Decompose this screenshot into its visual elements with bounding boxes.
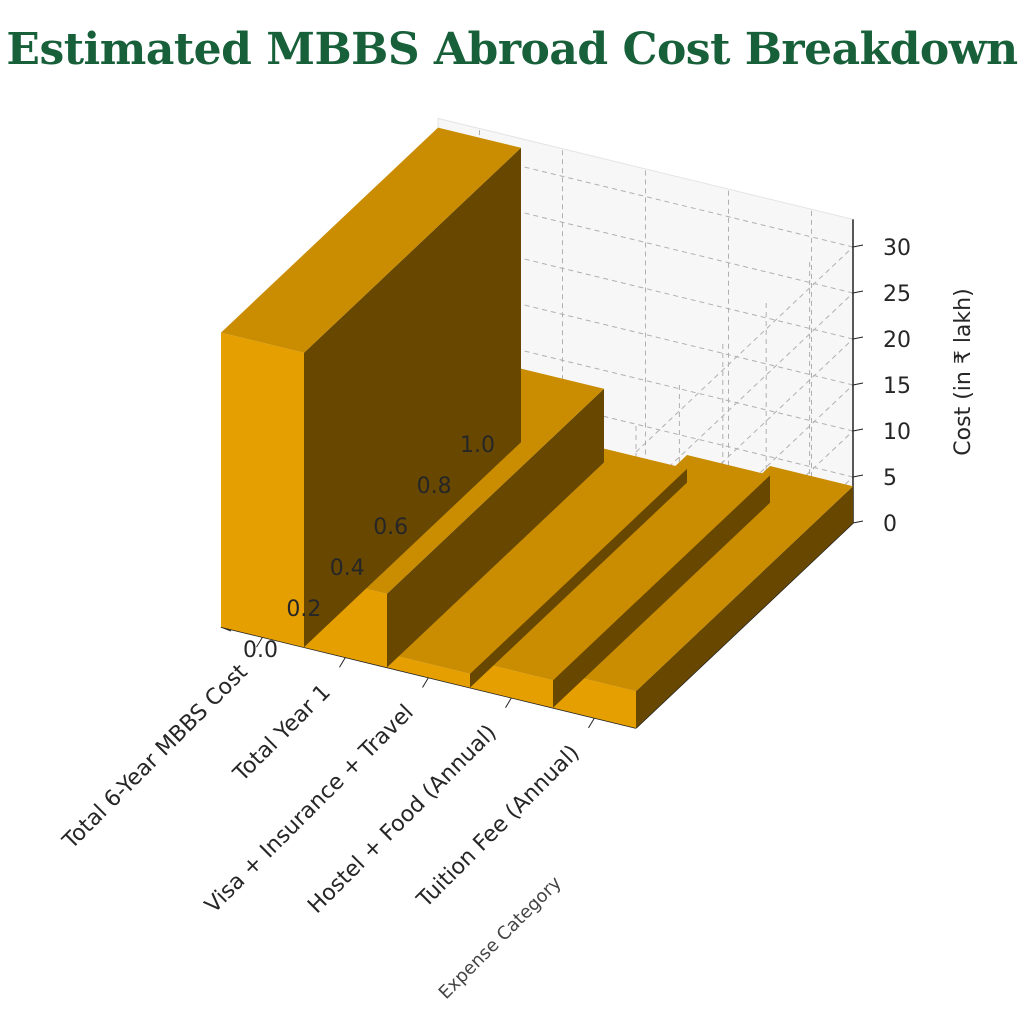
z-tick-label: 15	[883, 374, 911, 399]
z-tick	[852, 382, 864, 386]
bar-top-face	[470, 455, 770, 681]
bar-side-face	[553, 475, 770, 708]
bar-front-face	[221, 332, 304, 648]
grid-line	[635, 246, 854, 453]
y-tick-label: 0.2	[286, 597, 321, 622]
z-axis-title: Cost (in ₹ lakh)	[951, 288, 976, 455]
bar	[387, 448, 687, 688]
bar-top-face	[221, 127, 521, 353]
z-tick	[852, 290, 864, 294]
z-tick	[852, 244, 864, 248]
bar	[221, 127, 521, 648]
bar-top-face	[387, 448, 687, 674]
y-tick-label: 0.8	[417, 474, 452, 499]
x-axis-title: Expense Category	[435, 872, 566, 1003]
z-tick	[852, 474, 864, 478]
bar-side-face	[387, 388, 604, 668]
bar	[470, 455, 770, 708]
z-tick-label: 10	[883, 420, 911, 445]
bar-side-face	[470, 468, 687, 688]
x-tick	[422, 677, 429, 688]
y-tick	[220, 626, 232, 632]
y-tick-label: 0.4	[330, 556, 365, 581]
z-tick	[852, 428, 864, 432]
z-tick-label: 25	[883, 282, 911, 307]
bar-front-face	[387, 653, 470, 688]
category-label: Hostel + Food (Annual)	[303, 720, 501, 918]
bar-side-face	[304, 147, 521, 648]
y-tick-label: 1.0	[460, 433, 495, 458]
x-tick	[256, 636, 263, 648]
y-tick-label: 0.6	[373, 515, 408, 540]
bar-side-face	[636, 486, 853, 728]
category-label: Visa + Insurance + Travel	[200, 700, 418, 918]
y-tick-label: 0.0	[243, 638, 278, 663]
grid-line	[635, 292, 854, 499]
category-label: Total 6-Year MBBS Cost	[58, 659, 253, 854]
z-tick-label: 5	[883, 466, 897, 491]
x-tick	[588, 717, 595, 729]
z-tick-label: 0	[883, 512, 897, 537]
category-label: Total Year 1	[228, 680, 335, 787]
x-tick	[339, 657, 346, 668]
z-tick	[852, 336, 864, 340]
chart-title: Estimated MBBS Abroad Cost Breakdown	[6, 24, 1018, 75]
bars	[221, 127, 853, 728]
x-tick	[505, 697, 512, 708]
bar-front-face	[470, 660, 553, 708]
z-tick-label: 30	[883, 236, 911, 261]
z-tick-label: 20	[883, 328, 911, 353]
z-tick	[852, 520, 864, 524]
